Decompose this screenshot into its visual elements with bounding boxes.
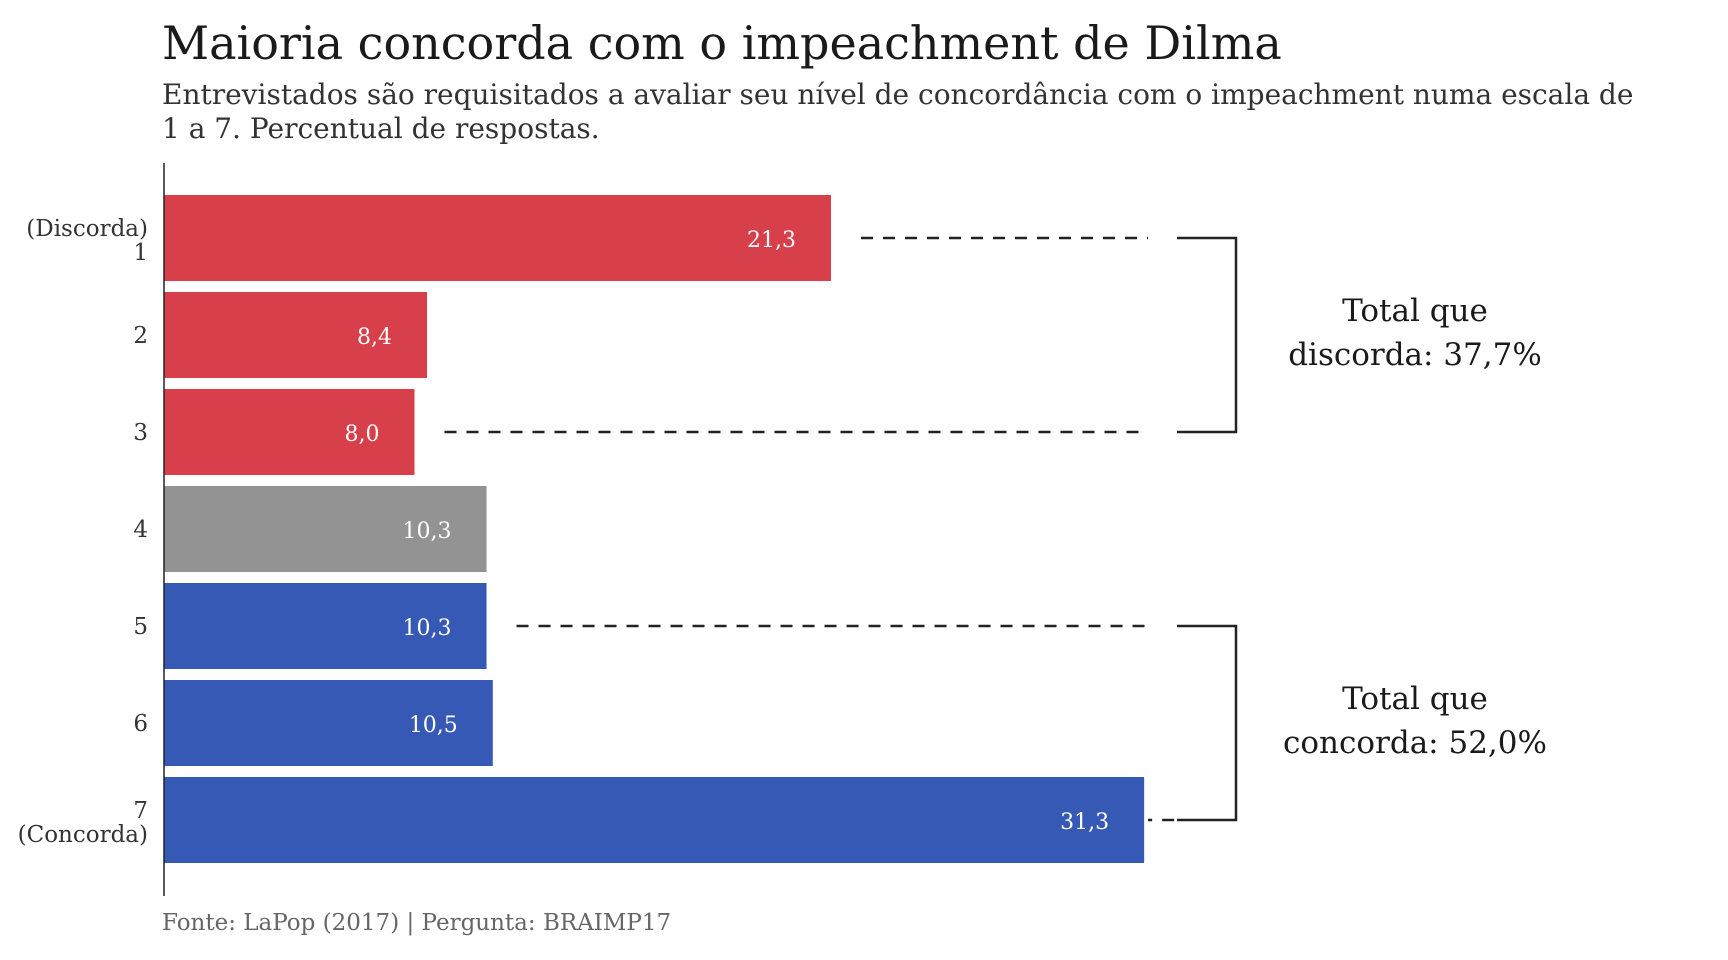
y-tick-sublabel-7: (Concorda) xyxy=(18,822,148,848)
value-label-2: 8,4 xyxy=(357,325,392,350)
bar-5 xyxy=(164,583,487,669)
annotation-text-discorda-1: Total que xyxy=(1342,293,1488,329)
chart-subtitle: Entrevistados são requisitados a avaliar… xyxy=(162,78,1634,145)
y-tick-label-4: 4 xyxy=(133,517,148,543)
value-label-1: 21,3 xyxy=(747,228,796,253)
y-tick-label-3: 3 xyxy=(133,420,148,446)
y-tick-label-6: 6 xyxy=(133,711,148,737)
y-tick-label-1: 1 xyxy=(133,240,148,266)
y-axis-labels: (Discorda)1 2 3 4 5 6 7(Concorda) xyxy=(18,216,148,848)
chart-title: Maioria concorda com o impeachment de Di… xyxy=(162,16,1282,70)
bar-7 xyxy=(164,777,1145,863)
annotation-text-concorda-2: concorda: 52,0% xyxy=(1283,725,1547,761)
bar-2 xyxy=(164,292,428,378)
bar-3 xyxy=(164,389,415,475)
annotation-text-concorda-1: Total que xyxy=(1342,681,1488,717)
bracket-discorda xyxy=(1177,236,1238,434)
y-tick-sublabel-1: (Discorda) xyxy=(26,216,148,242)
bar-6 xyxy=(164,680,493,766)
y-tick-label-5: 5 xyxy=(133,614,148,640)
chart-caption: Fonte: LaPop (2017) | Pergunta: BRAIMP17 xyxy=(162,910,672,936)
bar-1 xyxy=(164,195,831,281)
annotation-text-discorda-2: discorda: 37,7% xyxy=(1288,337,1542,373)
y-tick-label-2: 2 xyxy=(133,323,148,349)
bracket-concorda xyxy=(1177,624,1238,822)
annotations-layer: Total que discorda: 37,7% Total que concord… xyxy=(444,236,1547,822)
value-label-7: 31,3 xyxy=(1060,810,1109,835)
value-label-4: 10,3 xyxy=(403,519,452,544)
y-tick-label-7: 7 xyxy=(133,798,148,824)
value-label-6: 10,5 xyxy=(409,713,458,738)
bars-layer: 21,3 8,4 8,0 10,3 10,3 10,5 31,3 xyxy=(164,195,1145,863)
bar-4 xyxy=(164,486,487,572)
value-label-3: 8,0 xyxy=(345,422,380,447)
value-label-5: 10,3 xyxy=(403,616,452,641)
